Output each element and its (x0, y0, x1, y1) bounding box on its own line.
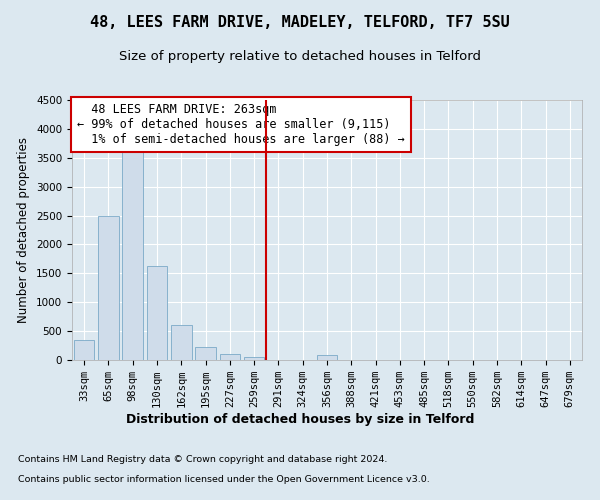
Text: 48 LEES FARM DRIVE: 263sqm
← 99% of detached houses are smaller (9,115)
  1% of : 48 LEES FARM DRIVE: 263sqm ← 99% of deta… (77, 102, 405, 146)
Bar (317, 356, 337, 360)
Text: Contains HM Land Registry data © Crown copyright and database right 2024.: Contains HM Land Registry data © Crown c… (18, 455, 388, 464)
Bar (195, 348, 216, 360)
Bar (122, 146, 143, 360)
Bar (74, 340, 94, 360)
Text: Contains public sector information licensed under the Open Government Licence v3: Contains public sector information licen… (18, 475, 430, 484)
Text: Size of property relative to detached houses in Telford: Size of property relative to detached ho… (119, 50, 481, 63)
Text: 48, LEES FARM DRIVE, MADELEY, TELFORD, TF7 5SU: 48, LEES FARM DRIVE, MADELEY, TELFORD, T… (90, 15, 510, 30)
Y-axis label: Number of detached properties: Number of detached properties (17, 137, 31, 323)
Bar (171, 326, 191, 360)
Bar (244, 357, 265, 360)
Text: Distribution of detached houses by size in Telford: Distribution of detached houses by size … (126, 412, 474, 426)
Bar (146, 266, 167, 360)
Bar (98, 216, 119, 360)
Bar (220, 354, 240, 360)
